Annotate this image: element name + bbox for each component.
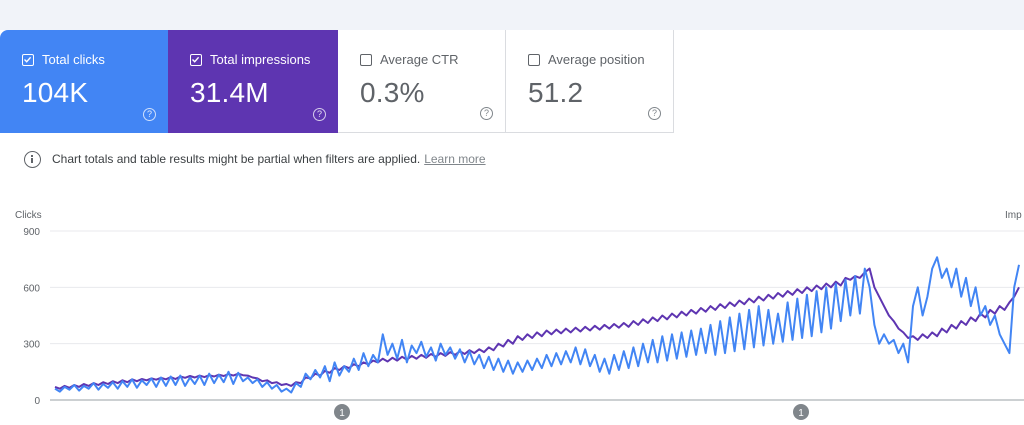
chart-grid bbox=[50, 230, 1024, 401]
help-icon[interactable]: ? bbox=[480, 107, 493, 120]
total-impressions-label: Total impressions bbox=[210, 52, 311, 67]
check-icon bbox=[24, 56, 32, 63]
average-ctr-label: Average CTR bbox=[380, 52, 459, 67]
average-ctr-header: Average CTR bbox=[360, 52, 505, 67]
average-position-header: Average position bbox=[528, 52, 673, 67]
total-clicks-label: Total clicks bbox=[42, 52, 105, 67]
average-position-checkbox[interactable] bbox=[528, 53, 540, 66]
total-impressions-header: Total impressions bbox=[190, 52, 338, 67]
impressions-series-line bbox=[54, 267, 1020, 390]
average-position-card[interactable]: Average position 51.2 ? bbox=[506, 30, 674, 133]
y-tick-label: 600 bbox=[23, 283, 40, 294]
total-clicks-header: Total clicks bbox=[22, 52, 168, 67]
average-ctr-card[interactable]: Average CTR 0.3% ? bbox=[338, 30, 506, 133]
check-icon bbox=[192, 56, 200, 63]
total-clicks-value: 104K bbox=[22, 77, 89, 108]
annotation-marker[interactable]: 1 bbox=[793, 404, 809, 420]
total-impressions-checkbox[interactable] bbox=[190, 53, 202, 66]
annotation-marker-label: 1 bbox=[798, 408, 804, 419]
total-impressions-value: 31.4M bbox=[190, 77, 269, 108]
metric-cards: Total clicks 104K ? Total impressions 31… bbox=[0, 30, 676, 133]
average-position-label: Average position bbox=[548, 52, 645, 67]
chart-series bbox=[54, 256, 1020, 394]
learn-more-link[interactable]: Learn more bbox=[424, 152, 486, 166]
total-clicks-checkbox[interactable] bbox=[22, 53, 34, 66]
notice-text: Chart totals and table results might be … bbox=[52, 152, 421, 166]
clicks-series-line bbox=[54, 256, 1020, 394]
average-position-value: 51.2 bbox=[528, 77, 584, 108]
top-bar bbox=[0, 0, 1024, 30]
left-axis-title: Clicks bbox=[15, 210, 42, 221]
help-icon[interactable]: ? bbox=[143, 108, 156, 121]
partial-results-notice: Chart totals and table results might be … bbox=[24, 149, 486, 169]
total-impressions-card[interactable]: Total impressions 31.4M ? bbox=[168, 30, 338, 133]
help-icon[interactable]: ? bbox=[313, 108, 326, 121]
help-icon[interactable]: ? bbox=[648, 107, 661, 120]
y-tick-label: 900 bbox=[23, 227, 40, 238]
average-ctr-value: 0.3% bbox=[360, 77, 425, 108]
left-axis-ticks: 900 600 300 0 bbox=[23, 227, 40, 407]
annotation-marker-label: 1 bbox=[339, 408, 345, 419]
annotation-marker[interactable]: 1 bbox=[334, 404, 350, 420]
y-tick-label: 300 bbox=[23, 340, 40, 351]
average-ctr-checkbox[interactable] bbox=[360, 53, 372, 66]
y-tick-label: 0 bbox=[34, 396, 40, 407]
total-clicks-card[interactable]: Total clicks 104K ? bbox=[0, 30, 168, 133]
info-icon bbox=[24, 150, 41, 168]
right-axis-title: Imp bbox=[1005, 210, 1022, 221]
